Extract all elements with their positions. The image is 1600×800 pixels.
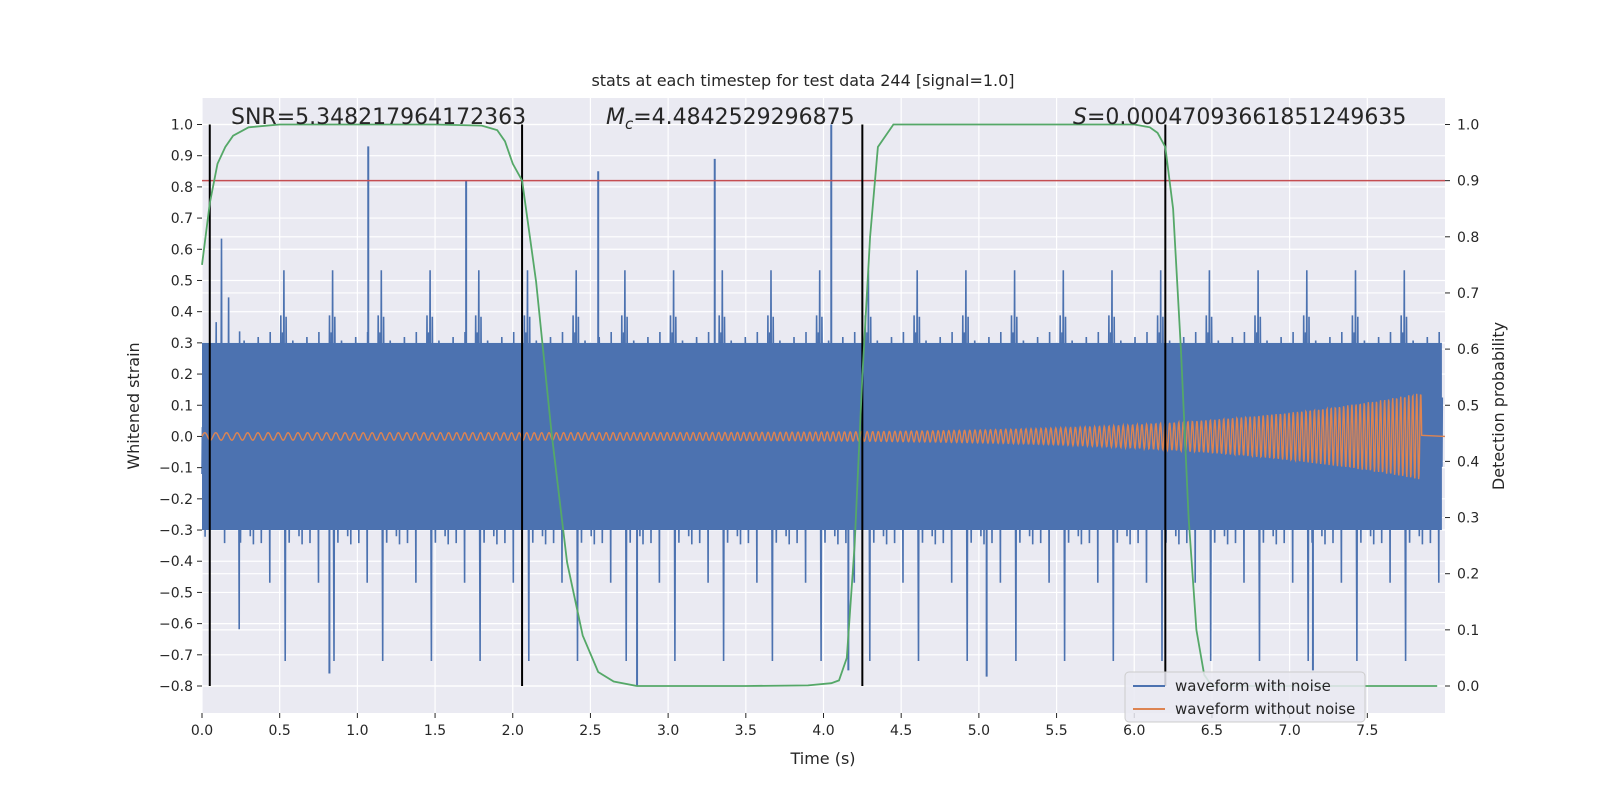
y-tick-label: −0.5 [159,585,193,601]
y2-tick-label: 0.7 [1457,286,1479,302]
y-tick-label: −0.6 [159,617,193,633]
y-tick-label: −0.8 [159,679,193,695]
y2-axis-title: Detection probability [1489,322,1508,490]
y-tick-label: 0.1 [171,398,193,414]
x-tick-label: 7.5 [1356,723,1378,739]
x-tick-label: 1.0 [346,723,368,739]
x-axis-title: Time (s) [789,749,855,768]
y2-tick-label: 0.8 [1457,230,1479,246]
x-tick-label: 4.0 [812,723,834,739]
y-axis-title: Whitened strain [124,342,143,469]
y-tick-label: −0.7 [159,648,193,664]
x-tick-label: 4.5 [890,723,912,739]
legend-label-clean: waveform without noise [1175,700,1355,718]
y-tick-label: −0.1 [159,461,193,477]
mc-symbol: M [606,105,625,130]
legend-label-noise: waveform with noise [1175,677,1331,695]
s-symbol: S [1073,105,1087,130]
x-tick-label: 5.0 [968,723,990,739]
y2-tick-label: 0.4 [1457,454,1479,470]
y-tick-label: 0.0 [171,429,193,445]
series-waveform-without-noise [201,393,1446,480]
y-tick-label: 0.7 [171,211,193,227]
y-tick-label: 0.8 [171,180,193,196]
legend-box [1124,671,1366,723]
y2-tick-label: 0.5 [1457,398,1479,414]
mc-annotation: Mc=4.4842529296875 [606,105,855,133]
x-tick-label: 7.0 [1278,723,1300,739]
x-tick-label: 2.5 [579,723,601,739]
legend: waveform with noise waveform without noi… [1124,671,1366,723]
y2-tick-label: 0.9 [1457,174,1479,190]
y-tick-label: −0.4 [159,554,193,570]
y-tick-label: 0.6 [171,242,193,258]
s-value: =0.00047093661851249635 [1087,105,1406,130]
x-tick-label: 0.5 [269,723,291,739]
mc-value: =4.4842529296875 [633,105,854,130]
x-tick-label: 6.0 [1123,723,1145,739]
y-tick-label: −0.2 [159,492,193,508]
y2-tick-label: 0.6 [1457,342,1479,358]
x-tick-label: 3.0 [657,723,679,739]
x-tick-label: 1.5 [424,723,446,739]
probability-trace [201,123,1438,687]
y-tick-label: 1.0 [171,118,193,134]
y-tick-label: 0.2 [171,367,193,383]
chart-title: stats at each timestep for test data 244… [591,71,1014,90]
snr-annotation: SNR=5.348217964172363 [231,105,526,130]
y-tick-label: 0.3 [171,336,193,352]
chirp-trace [201,393,1446,480]
series-detection-probability [201,123,1438,687]
y2-tick-label: 0.3 [1457,511,1479,527]
y-tick-label: 0.4 [171,305,193,321]
tick-labels: 0.0 0.5 1.0 1.5 2.0 2.5 3.0 3.5 4.0 4.5 5.0 5.5 6.0 6… [159,118,1479,740]
x-tick-label: 3.5 [735,723,757,739]
x-tick-label: 0.0 [191,723,213,739]
y-tick-label: −0.3 [159,523,193,539]
s-annotation: S=0.00047093661851249635 [1073,105,1406,130]
y-tick-label: 0.5 [171,273,193,289]
y2-tick-label: 0.2 [1457,567,1479,583]
vertical-markers [208,124,1167,686]
x-tick-label: 5.5 [1045,723,1067,739]
mc-subscript: c [625,115,634,133]
y2-tick-label: 0.1 [1457,623,1479,639]
x-tick-label: 2.0 [502,723,524,739]
y-tick-label: 0.9 [171,149,193,165]
y2-tick-label: 0.0 [1457,679,1479,695]
y2-tick-label: 1.0 [1457,118,1479,134]
x-tick-label: 6.5 [1201,723,1223,739]
